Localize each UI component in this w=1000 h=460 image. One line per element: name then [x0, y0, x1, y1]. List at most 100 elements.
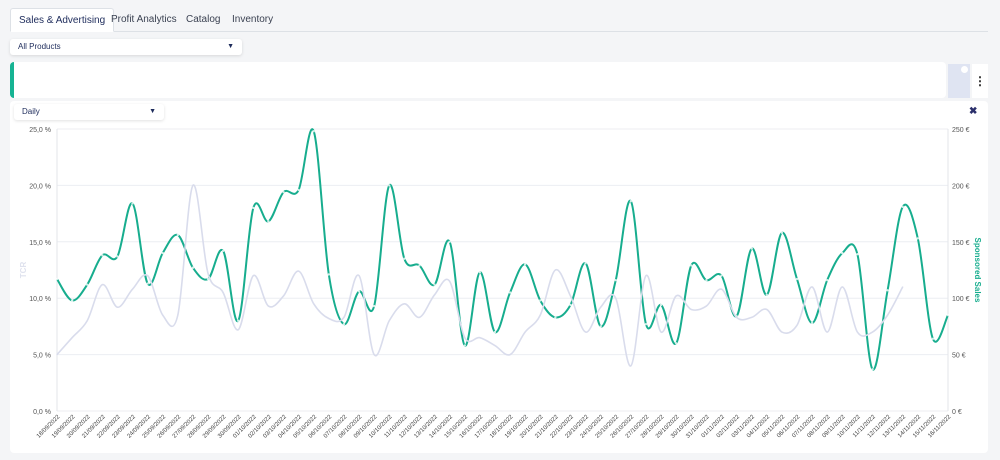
sponsored-sales-point: [539, 299, 542, 302]
sponsored-sales-point: [161, 251, 164, 255]
dot-icon: [961, 66, 968, 73]
tcr-point: [267, 305, 270, 307]
y-right-axis-label: Sponsored Sales: [973, 238, 982, 303]
tcr-point: [826, 331, 828, 333]
y-left-tick-label: 15,0 %: [29, 240, 51, 247]
tab-sales-advertising[interactable]: Sales & Advertising: [10, 8, 115, 32]
sponsored-sales-point: [810, 321, 814, 325]
tcr-point: [101, 284, 103, 286]
tcr-point: [841, 286, 843, 288]
sponsored-sales-point: [342, 322, 346, 326]
sponsored-sales-point: [478, 271, 482, 274]
sponsored-sales-point: [70, 299, 74, 302]
products-select[interactable]: All Products ▼: [10, 39, 242, 55]
tcr-point: [751, 316, 753, 318]
tcr-point: [584, 331, 587, 333]
tcr-point: [705, 305, 707, 307]
sponsored-sales-point: [403, 257, 406, 260]
tcr-point: [660, 331, 662, 333]
sponsored-sales-point: [659, 303, 663, 307]
y-left-tick-label: 25,0 %: [29, 127, 51, 134]
tcr-point: [796, 324, 798, 326]
tcr-point: [56, 354, 58, 356]
tcr-point: [162, 314, 164, 316]
tcr-point: [615, 297, 617, 299]
sponsored-sales-point: [871, 368, 874, 371]
sponsored-sales-point: [856, 253, 859, 256]
more-options-icon[interactable]: ⋮: [972, 64, 988, 98]
sponsored-sales-point: [206, 277, 210, 281]
sponsored-sales-line: [56, 128, 949, 371]
sponsored-sales-point: [176, 233, 180, 237]
y-right-tick-label: 150 €: [952, 240, 970, 247]
products-select-value: All Products: [18, 42, 61, 51]
sponsored-sales-point: [750, 247, 753, 250]
y-left-axis-label: TCR: [19, 262, 28, 279]
info-banner: [10, 62, 946, 98]
sponsored-sales-point: [674, 342, 678, 345]
tcr-point: [781, 331, 783, 333]
tcr-point: [464, 337, 466, 339]
tcr-point: [524, 331, 526, 333]
tab-inventory[interactable]: Inventory: [232, 14, 274, 25]
tcr-point: [433, 294, 436, 296]
tcr-point: [418, 316, 421, 318]
sponsored-sales-point: [297, 188, 300, 192]
tcr-point: [811, 286, 813, 288]
sponsored-sales-point: [131, 202, 134, 205]
tcr-point: [237, 329, 239, 331]
sponsored-sales-point: [101, 254, 104, 257]
tcr-point: [343, 316, 345, 318]
sponsored-sales-point: [267, 220, 270, 223]
sponsored-sales-point: [554, 316, 557, 319]
tcr-point: [282, 295, 285, 297]
sponsored-sales-point: [418, 264, 421, 267]
sponsored-sales-point: [357, 290, 361, 293]
tcr-point: [222, 291, 224, 294]
sponsored-sales-point: [221, 249, 225, 253]
sponsored-sales-point: [599, 325, 602, 328]
tab-catalog[interactable]: Catalog: [186, 14, 221, 25]
tcr-point: [131, 288, 134, 290]
sponsored-sales-point: [523, 263, 527, 266]
tcr-point: [645, 275, 647, 277]
sponsored-sales-point: [237, 319, 240, 322]
sponsored-sales-point: [720, 274, 723, 277]
y-right-tick-label: 50 €: [952, 353, 966, 360]
y-right-tick-label: 200 €: [952, 183, 970, 190]
sponsored-sales-point: [388, 184, 391, 187]
sponsored-sales-point: [146, 282, 149, 285]
sponsored-sales-point: [916, 237, 919, 240]
tcr-point: [313, 303, 315, 305]
tcr-point: [207, 272, 209, 274]
sponsored-sales-point: [252, 206, 255, 210]
y-left-tick-label: 10,0 %: [29, 296, 51, 303]
tcr-point: [720, 288, 723, 290]
sponsored-sales-point: [282, 190, 285, 194]
sponsored-sales-point: [825, 278, 829, 282]
chevron-down-icon: ▼: [149, 108, 156, 115]
tcr-point: [252, 275, 254, 277]
tcr-point: [403, 303, 405, 305]
tcr-point: [373, 354, 375, 356]
y-right-tick-label: 250 €: [952, 127, 970, 134]
tcr-point: [116, 306, 119, 308]
sponsored-sales-point: [463, 344, 466, 347]
close-icon[interactable]: ✖: [969, 106, 978, 117]
sponsored-sales-point: [841, 251, 844, 255]
sponsored-sales-point: [493, 330, 497, 334]
tcr-point: [449, 280, 451, 282]
tcr-point: [856, 331, 858, 333]
tcr-point: [886, 314, 889, 316]
sponsored-sales-point: [191, 266, 195, 269]
tcr-point: [630, 365, 632, 367]
tcr-point: [388, 320, 390, 322]
tab-profit-analytics[interactable]: Profit Analytics: [111, 14, 177, 25]
chevron-down-icon: ▼: [227, 43, 234, 50]
tcr-point: [766, 308, 768, 311]
sponsored-sales-point: [86, 283, 89, 286]
sponsored-sales-point: [584, 262, 587, 265]
tcr-point: [494, 344, 496, 347]
granularity-select[interactable]: Daily ▼: [14, 104, 164, 120]
